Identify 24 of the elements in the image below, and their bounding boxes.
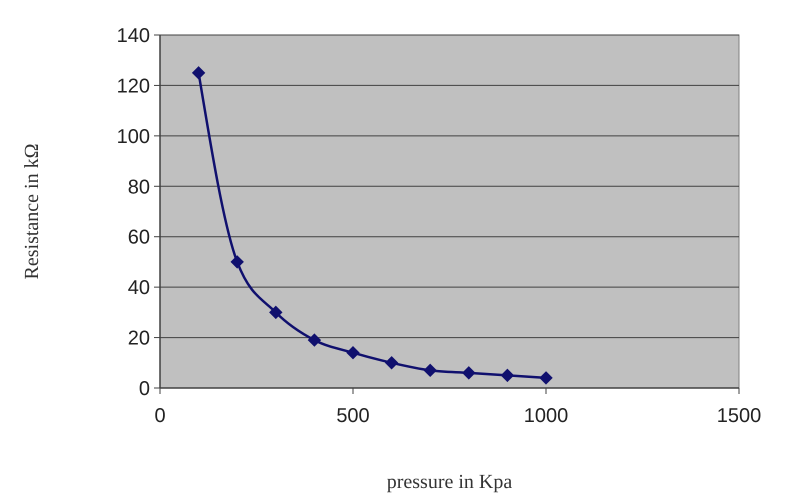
x-tick-label: 1500 [716, 405, 762, 427]
y-tick-label: 0 [138, 378, 150, 400]
x-tick-label: 500 [336, 405, 370, 427]
x-tick-label: 0 [154, 405, 166, 427]
point [424, 364, 437, 377]
x-tick-label: 1000 [524, 405, 568, 427]
y-tick-label: 80 [128, 176, 150, 198]
point [346, 346, 360, 360]
y-tick-label: 120 [116, 75, 150, 98]
point [269, 306, 282, 319]
y-tick-label: 60 [128, 226, 150, 249]
point [500, 368, 514, 382]
y-tick-label: 40 [128, 277, 150, 300]
x-axis-title: pressure in Kpa [386, 471, 512, 493]
point [308, 334, 321, 347]
point [192, 66, 206, 80]
y-tick-label: 100 [116, 126, 150, 148]
y-axis-title: Resistance in kΩ [21, 144, 43, 280]
point [540, 371, 552, 384]
y-tick-label: 20 [128, 328, 150, 350]
point [385, 356, 398, 370]
point [462, 366, 476, 380]
y-tick-label: 140 [116, 25, 150, 47]
point [230, 255, 244, 268]
